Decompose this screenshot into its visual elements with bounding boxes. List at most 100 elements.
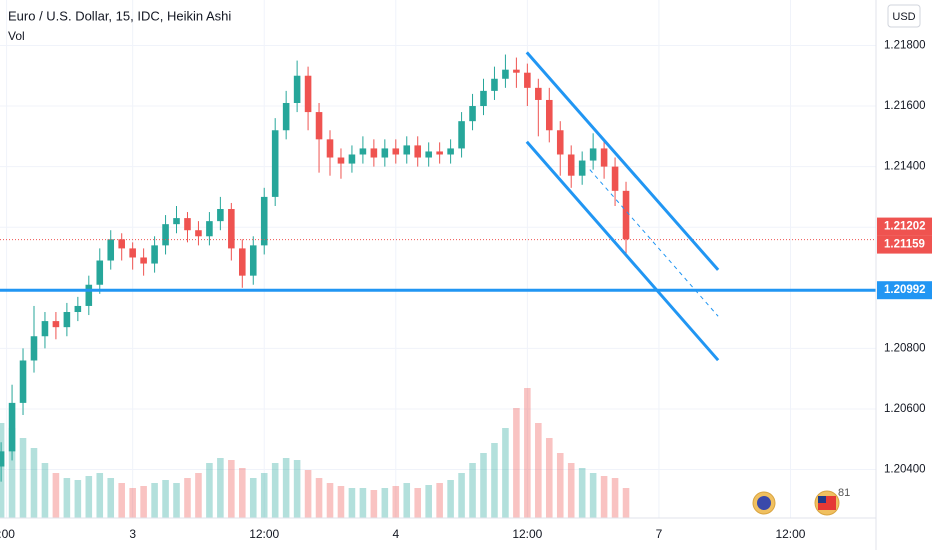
volume-bar — [600, 476, 608, 518]
candle-body — [74, 305, 82, 313]
candle-body — [392, 148, 400, 155]
y-tick-label: 1.20800 — [884, 342, 926, 354]
price-tag — [877, 235, 932, 254]
trend-line — [525, 51, 720, 271]
candle-body — [502, 69, 509, 79]
volume-bar — [535, 423, 542, 518]
currency-button[interactable] — [887, 4, 921, 28]
volume-bar — [195, 473, 202, 518]
y-tick-label: 1.21600 — [884, 100, 926, 112]
candle-body — [326, 139, 334, 158]
volume-bar — [41, 463, 49, 518]
candle-body — [271, 130, 279, 197]
volume-bar — [63, 478, 71, 518]
volume-bar — [403, 483, 411, 518]
price-tag-label: 1.21202 — [884, 221, 926, 233]
volume-bar — [469, 463, 476, 518]
volume-bar — [491, 443, 498, 518]
volume-bar — [173, 483, 180, 518]
candle-body — [206, 221, 213, 237]
x-tick-label: 12:00 — [775, 527, 805, 541]
candle-body — [228, 209, 235, 249]
candle-body — [436, 151, 443, 155]
candle-body — [195, 230, 202, 237]
price-tag — [877, 281, 932, 300]
candle-body — [567, 154, 575, 176]
volume-bar — [282, 458, 290, 518]
candle-body — [260, 196, 268, 246]
candle-body — [600, 148, 608, 167]
candle-body — [151, 245, 158, 264]
volume-bar — [611, 478, 619, 518]
x-tick-label: 4 — [392, 527, 399, 541]
volume-bar — [260, 473, 268, 518]
candle-body — [403, 145, 411, 155]
volume-bar — [118, 483, 125, 518]
candle-body — [480, 90, 487, 107]
candle-body — [162, 224, 169, 246]
candle-body — [304, 75, 312, 113]
volume-bar — [129, 488, 136, 518]
axes: 1.218001.216001.214001.212001.208001.206… — [0, 39, 932, 541]
candle-body — [282, 102, 290, 131]
candle-body — [589, 148, 597, 161]
candle-body — [0, 451, 5, 467]
volume-bar — [96, 473, 104, 518]
volume-bar — [447, 480, 454, 518]
candle-body — [41, 321, 49, 337]
volume-bar — [359, 488, 367, 518]
volume-bar — [151, 483, 158, 518]
candle-body — [491, 78, 498, 91]
volume-bar — [85, 476, 93, 518]
candle-body — [19, 360, 27, 403]
flag-canton — [818, 496, 826, 503]
y-tick-label: 1.20400 — [884, 464, 926, 476]
candle-body — [469, 106, 476, 122]
candle-body — [184, 218, 191, 231]
y-tick-label: 1.21800 — [884, 39, 926, 51]
candle-body — [414, 145, 422, 158]
volume-bar — [326, 483, 334, 518]
trend-line — [525, 140, 720, 362]
volume-bar — [140, 486, 147, 518]
volume-bar — [381, 488, 389, 518]
candle-body — [85, 284, 93, 306]
candle-body — [140, 257, 147, 264]
volume-bar — [524, 388, 531, 518]
event-icon-inner — [757, 496, 771, 510]
price-tag — [877, 217, 932, 236]
volume-bar — [315, 478, 323, 518]
volume-bar — [348, 488, 356, 518]
x-tick-label: 12:00 — [512, 527, 542, 541]
candle-body — [447, 148, 454, 155]
volume-bar — [337, 486, 345, 518]
y-tick-label: 1.20600 — [884, 403, 926, 415]
candle-body — [118, 239, 125, 249]
volume-bar — [8, 428, 16, 518]
candle-body — [63, 312, 71, 328]
volume-bar — [30, 448, 38, 518]
candle-body — [524, 72, 531, 88]
currency-label[interactable]: USD — [892, 11, 915, 23]
candle-body — [217, 209, 224, 222]
price-tag-label: 1.21159 — [884, 239, 925, 251]
candle-body — [381, 148, 389, 158]
candle-body — [239, 248, 246, 276]
volume-bar — [436, 483, 443, 518]
volume-bar — [0, 423, 5, 518]
economic-events[interactable]: 81 — [752, 487, 850, 516]
volume-bar — [249, 478, 257, 518]
volume-bar — [239, 468, 246, 518]
volume-bar — [217, 458, 224, 518]
volume-bar — [556, 453, 564, 518]
candle-body — [173, 218, 180, 225]
volume-bar — [458, 473, 465, 518]
x-tick-label: 12:00 — [249, 527, 279, 541]
volume-bar — [228, 460, 235, 518]
volume-bar — [370, 490, 378, 518]
candle-body — [370, 148, 378, 158]
candle-body — [545, 99, 553, 131]
trend-line — [589, 169, 719, 317]
